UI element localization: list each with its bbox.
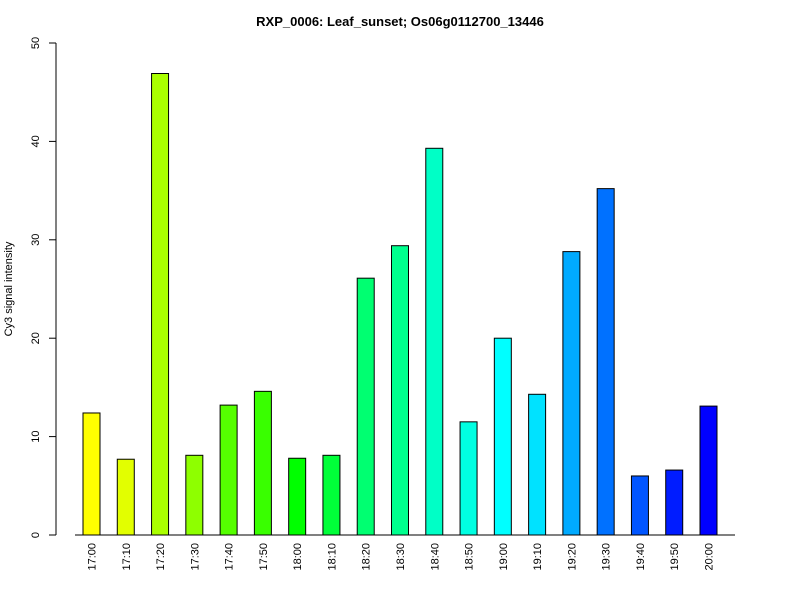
bar-1840 — [425, 147, 444, 536]
x-tick-label: 18:50 — [464, 543, 476, 571]
bar-1740 — [219, 404, 238, 536]
x-tick-label: 17:30 — [189, 543, 201, 571]
bar-1820 — [356, 277, 375, 536]
x-tick-label: 18:10 — [326, 543, 338, 571]
bar-1850 — [459, 421, 478, 536]
bar-1930 — [596, 188, 615, 536]
x-axis-labels: 17:00 17:10 17:20 17:30 17:40 17:50 18:00 18:10… — [87, 543, 716, 571]
bar-1950 — [665, 469, 684, 536]
x-tick-label: 19:00 — [498, 543, 510, 571]
x-tick-label: 19:20 — [566, 543, 578, 571]
bar-1920 — [562, 251, 581, 536]
x-tick-label: 17:20 — [155, 543, 167, 571]
bar-1910 — [528, 393, 547, 536]
x-tick-label: 18:00 — [292, 543, 304, 571]
x-tick-label: 18:20 — [361, 543, 373, 571]
y-tick-label: 40 — [30, 135, 42, 147]
chart-title: RXP_0006: Leaf_sunset; Os06g0112700_1344… — [256, 14, 544, 29]
y-tick-label: 30 — [30, 234, 42, 246]
bar-1730 — [185, 454, 204, 536]
x-tick-label: 19:40 — [635, 543, 647, 571]
x-tick-label: 19:50 — [669, 543, 681, 571]
bar-1810 — [322, 454, 341, 536]
x-tick-label: 17:00 — [87, 543, 99, 571]
bar-2000 — [699, 405, 718, 536]
y-tick-label: 0 — [30, 532, 42, 538]
x-tick-label: 19:30 — [601, 543, 613, 571]
y-axis-label: Cy3 signal intensity — [3, 241, 15, 336]
y-tick-label: 50 — [30, 37, 42, 49]
x-tick-label: 18:40 — [429, 543, 441, 571]
y-tick-label: 20 — [30, 332, 42, 344]
x-tick-label: 17:40 — [224, 543, 236, 571]
y-axis: 0 10 20 30 40 50 — [30, 37, 57, 538]
bar-1700 — [82, 412, 101, 536]
bar-1720 — [151, 73, 170, 536]
x-tick-label: 17:50 — [258, 543, 270, 571]
x-tick-label: 17:10 — [121, 543, 133, 571]
x-tick-label: 18:30 — [395, 543, 407, 571]
x-tick-label: 19:10 — [532, 543, 544, 571]
x-tick-label: 20:00 — [704, 543, 716, 571]
bar-1800 — [288, 457, 307, 536]
bar-1710 — [116, 458, 135, 536]
bar-1900 — [493, 337, 512, 536]
y-tick-label: 10 — [30, 430, 42, 442]
bar-1940 — [630, 475, 649, 536]
bar-1750 — [253, 390, 272, 536]
bar-1830 — [391, 245, 409, 536]
bars — [82, 73, 718, 536]
